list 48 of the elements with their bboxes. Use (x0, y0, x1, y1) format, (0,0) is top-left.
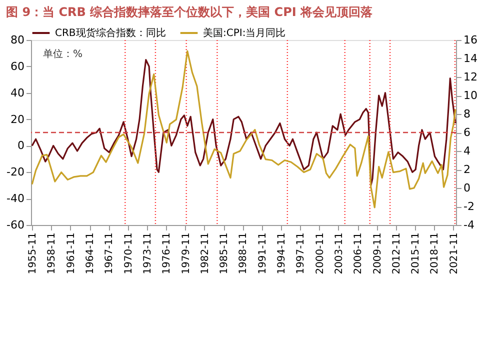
x-tick-label: 1955-11 (28, 232, 39, 274)
line-series (31, 50, 456, 208)
y-tick-label: 80 (10, 34, 24, 46)
x-tick-label: 1970-11 (123, 232, 134, 274)
y-tick-label: -20 (6, 166, 24, 179)
y2-tick-label: 14 (464, 52, 478, 65)
x-tick-label: 2015-11 (410, 232, 422, 274)
x-tick-label: 2009-11 (372, 232, 384, 274)
y-tick-label: -60 (6, 218, 24, 232)
x-tick-label: 1997-11 (296, 232, 307, 274)
x-tick-label: 1991-11 (257, 232, 268, 274)
x-tick-label: 1982-11 (200, 232, 211, 274)
y-tick-label: 0 (18, 139, 24, 152)
legend-label: CRB现货综合指数：同比 (55, 27, 166, 39)
y2-tick-label: 16 (464, 34, 478, 46)
y2-tick-label: 8 (464, 108, 470, 120)
line-series (31, 59, 456, 186)
x-tick-label: 2006-11 (353, 232, 364, 274)
y2-tick-label: -2 (464, 200, 474, 213)
x-tick-label: 1994-11 (276, 232, 288, 274)
x-tick-label: 1988-11 (238, 232, 250, 274)
y-tick-label: 40 (10, 86, 24, 100)
x-tick-label: 2018-11 (430, 232, 441, 274)
y2-tick-label: 10 (464, 89, 478, 102)
x-tick-label: 1973-11 (142, 232, 154, 274)
x-tick-label: 1964-11 (85, 232, 96, 274)
y2-tick-label: 0 (464, 182, 470, 194)
x-tick-label: 1958-11 (46, 232, 58, 274)
y-tick-label: 60 (10, 60, 24, 73)
x-tick-label: 2012-11 (391, 232, 402, 274)
x-tick-label: 1961-11 (66, 232, 77, 274)
x-tick-label: 1967-11 (104, 232, 116, 274)
chart-title: 图 9：当 CRB 综合指数摔落至个位数以下，美国 CPI 将会见顶回落 (6, 5, 374, 19)
x-tick-label: 2021-11 (448, 232, 460, 274)
y-tick-label: 20 (10, 112, 24, 126)
x-tick-label: 1976-11 (162, 232, 173, 274)
x-tick-label: 1985-11 (219, 232, 230, 274)
y2-tick-label: 6 (464, 126, 470, 139)
y2-tick-label: 12 (464, 70, 478, 84)
y2-tick-label: -4 (464, 218, 474, 232)
y-tick-label: -40 (6, 192, 24, 206)
y2-tick-label: 4 (464, 144, 470, 158)
x-tick-label: 1979-11 (180, 232, 192, 274)
legend-label: 美国:CPI:当月同比 (203, 27, 286, 39)
y2-tick-label: 2 (464, 163, 470, 176)
annotation: 单位：% (43, 48, 83, 60)
x-tick-label: 2000-11 (314, 232, 326, 274)
x-tick-label: 2003-11 (334, 232, 345, 274)
